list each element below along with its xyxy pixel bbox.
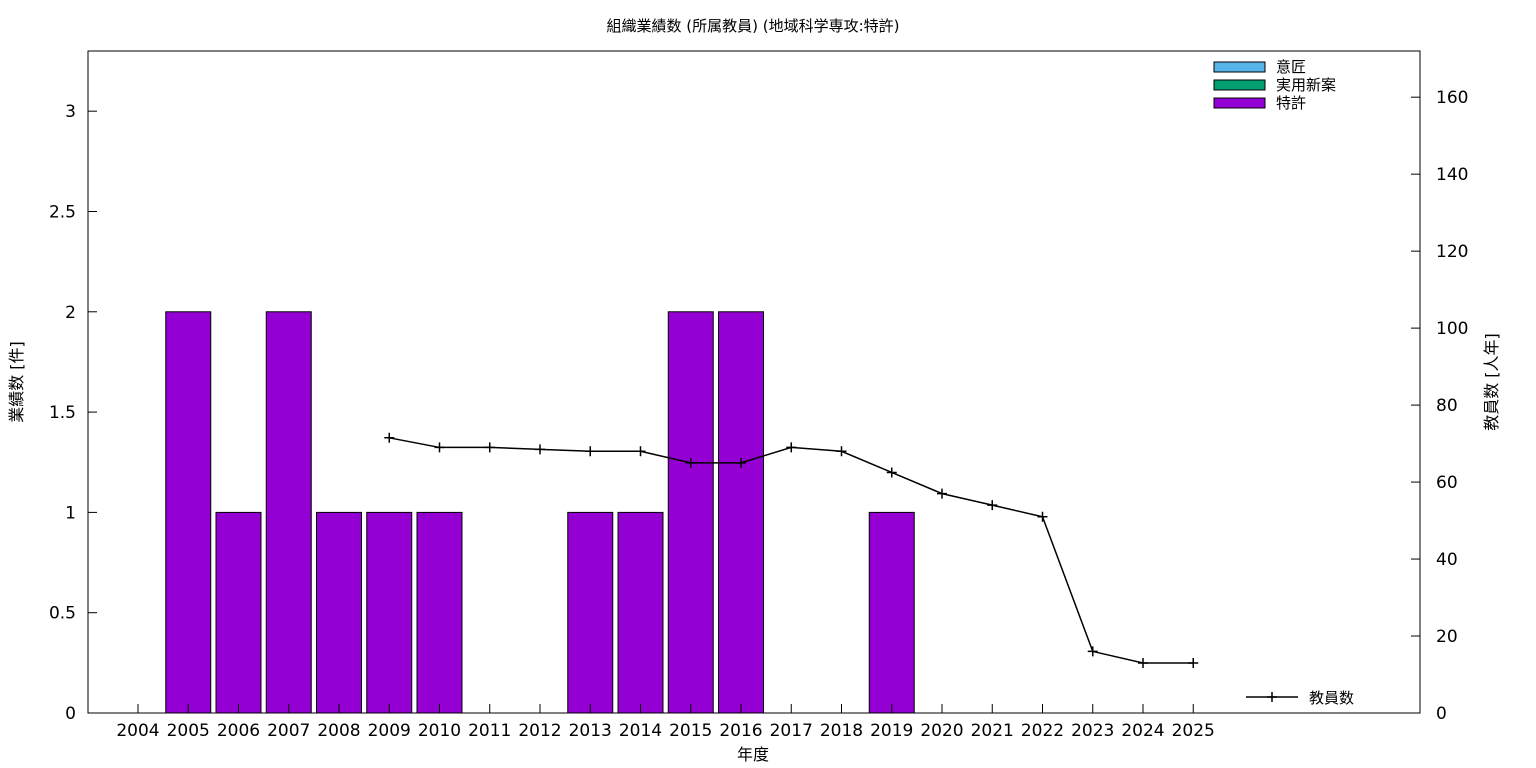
faculty-point bbox=[1087, 646, 1098, 657]
x-tick-label: 2007 bbox=[267, 721, 310, 741]
legend-swatch bbox=[1213, 79, 1266, 91]
x-tick-label: 2020 bbox=[920, 721, 963, 741]
bar bbox=[567, 511, 614, 714]
faculty-line bbox=[389, 437, 1194, 664]
y2-tick-label: 0 bbox=[1436, 704, 1447, 724]
faculty-point bbox=[484, 442, 495, 453]
faculty-line-layer bbox=[384, 432, 1199, 668]
legend-label: 実用新案 bbox=[1276, 76, 1336, 94]
faculty-point bbox=[384, 432, 395, 443]
y2-tick-label: 80 bbox=[1436, 396, 1458, 416]
faculty-point bbox=[937, 488, 947, 499]
x-tick-label: 2022 bbox=[1021, 721, 1064, 741]
bar bbox=[718, 311, 764, 714]
faculty-point bbox=[434, 442, 445, 453]
y2-tick-label: 100 bbox=[1436, 319, 1468, 339]
legend-label: 教員数 bbox=[1309, 689, 1354, 707]
y-tick-label: 1 bbox=[65, 503, 76, 523]
y-tick-label: 3 bbox=[65, 102, 76, 122]
y2-tick-label: 120 bbox=[1436, 242, 1468, 262]
faculty-point bbox=[886, 467, 897, 478]
faculty-point bbox=[535, 444, 545, 455]
legend-label: 意匠 bbox=[1276, 58, 1306, 76]
x-tick-label: 2024 bbox=[1121, 721, 1164, 741]
bars-layer bbox=[165, 311, 915, 714]
chart-title: 組織業績数 (所属教員) (地域科学専攻:特許) bbox=[607, 17, 900, 35]
y2-tick-label: 40 bbox=[1436, 550, 1458, 570]
x-tick-label: 2018 bbox=[820, 721, 863, 741]
x-tick-label: 2014 bbox=[619, 721, 662, 741]
x-tick-label: 2005 bbox=[167, 721, 210, 741]
faculty-point bbox=[736, 457, 746, 468]
bar bbox=[667, 311, 714, 714]
x-tick-label: 2017 bbox=[770, 721, 813, 741]
x-tick-label: 2013 bbox=[569, 721, 612, 741]
y-tick-label: 0 bbox=[65, 704, 76, 724]
faculty-point bbox=[685, 457, 696, 468]
y-tick-label: 2.5 bbox=[49, 202, 76, 222]
x-tick-label: 2006 bbox=[217, 721, 260, 741]
x-tick-label: 2004 bbox=[116, 721, 159, 741]
faculty-point bbox=[1188, 657, 1199, 668]
x-axis-label: 年度 bbox=[737, 745, 769, 764]
bar bbox=[366, 511, 413, 714]
bar bbox=[868, 511, 915, 714]
plot-frame bbox=[87, 50, 1421, 714]
faculty-point bbox=[1037, 511, 1048, 522]
x-tick-label: 2008 bbox=[317, 721, 360, 741]
x-tick-label: 2011 bbox=[468, 721, 511, 741]
y-tick-label: 1.5 bbox=[49, 403, 76, 423]
y-tick-label: 2 bbox=[65, 303, 76, 323]
y-axis-label: 業績数 [件] bbox=[7, 341, 26, 423]
bar bbox=[617, 511, 664, 714]
y2-tick-label: 160 bbox=[1436, 88, 1468, 108]
legend-swatch bbox=[1213, 61, 1266, 73]
x-tick-label: 2012 bbox=[518, 721, 561, 741]
x-tick-label: 2021 bbox=[971, 721, 1014, 741]
x-tick-label: 2009 bbox=[368, 721, 411, 741]
faculty-point bbox=[987, 500, 998, 511]
x-tick-label: 2019 bbox=[870, 721, 913, 741]
legend-swatch bbox=[1213, 97, 1266, 109]
faculty-point bbox=[635, 446, 646, 457]
x-tick-label: 2023 bbox=[1071, 721, 1114, 741]
faculty-point bbox=[786, 442, 797, 453]
y-tick-label: 0.5 bbox=[49, 604, 76, 624]
x-tick-label: 2025 bbox=[1172, 721, 1215, 741]
y2-tick-label: 60 bbox=[1436, 473, 1458, 493]
y2-tick-label: 140 bbox=[1436, 165, 1468, 185]
x-tick-label: 2010 bbox=[418, 721, 461, 741]
legend-label: 特許 bbox=[1276, 94, 1306, 112]
axes-layer: 0 0.5 1 1.5 2 2.5 3 0 20 40 60 80 100 120 140 160 2004 20… bbox=[49, 88, 1469, 741]
bar bbox=[165, 311, 212, 714]
x-tick-label: 2015 bbox=[669, 721, 712, 741]
bar bbox=[316, 511, 362, 714]
faculty-point bbox=[1138, 657, 1148, 668]
bar bbox=[215, 511, 262, 714]
faculty-point bbox=[585, 446, 596, 457]
bar bbox=[416, 511, 463, 714]
faculty-point bbox=[836, 446, 847, 457]
y2-axis-label: 教員数 [人年] bbox=[1482, 333, 1501, 431]
legend-line-marker bbox=[1267, 692, 1277, 702]
y2-tick-label: 20 bbox=[1436, 627, 1458, 647]
bar bbox=[265, 311, 312, 714]
x-tick-label: 2016 bbox=[719, 721, 762, 741]
